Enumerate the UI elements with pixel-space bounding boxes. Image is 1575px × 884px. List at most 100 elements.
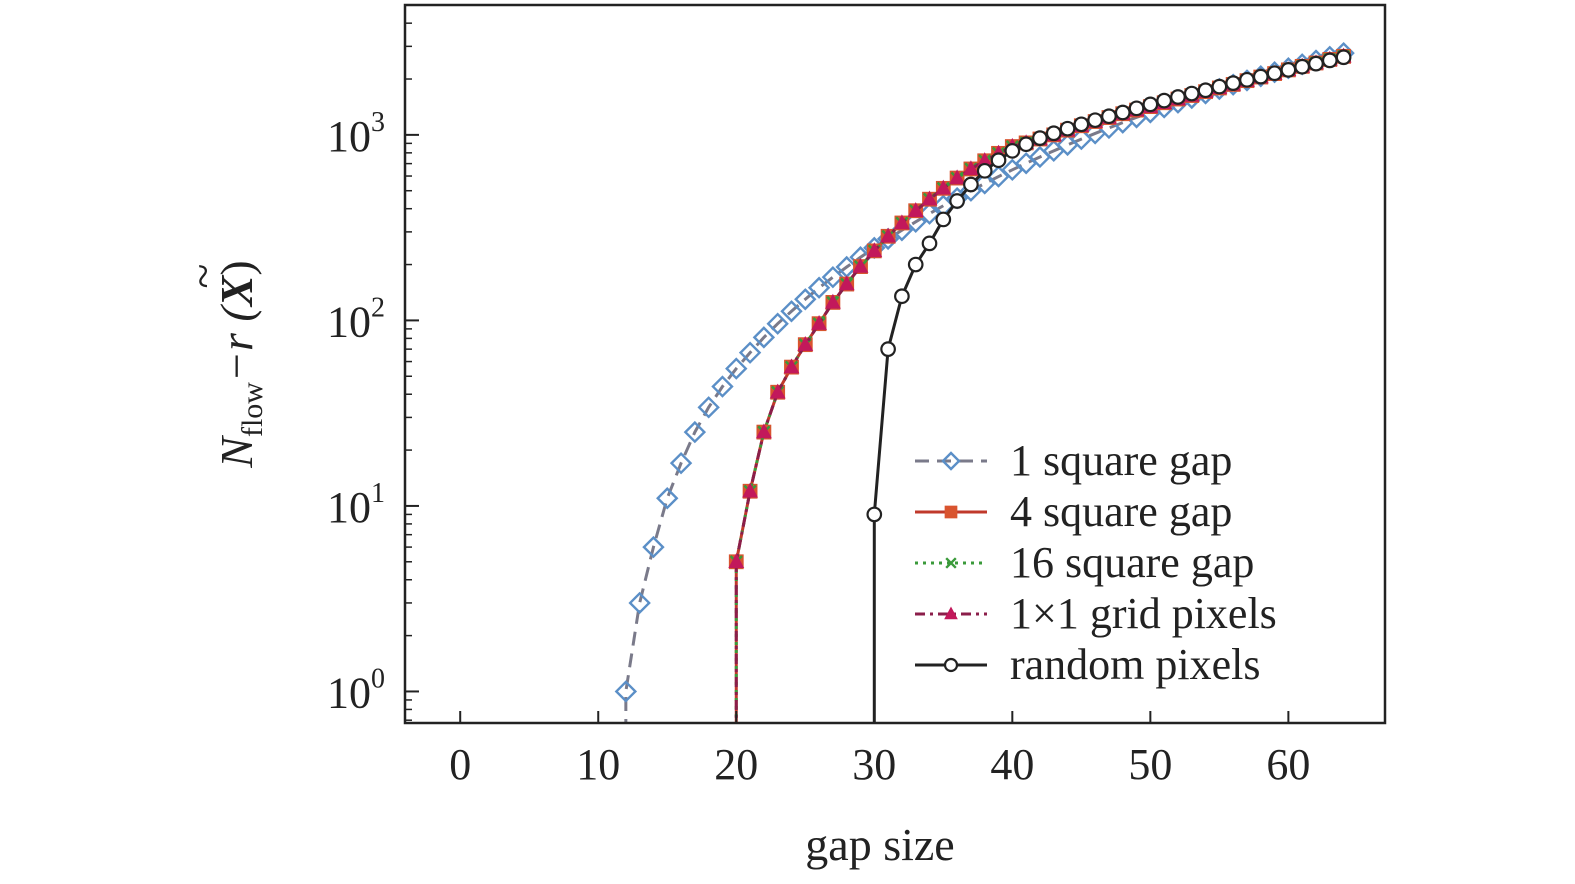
data-point-0-3 xyxy=(656,487,679,510)
y-axis-label: Nflow−r (X) ~ xyxy=(177,260,269,468)
y-tick-label-0: 100 xyxy=(327,663,385,717)
data-point-0-12 xyxy=(780,300,803,323)
data-point-3-17 xyxy=(962,160,979,176)
legend-label-1: 4 square gap xyxy=(1010,487,1232,536)
data-point-3-4 xyxy=(783,358,800,374)
data-point-3-7 xyxy=(824,293,841,309)
legend-label-0: 1 square gap xyxy=(1010,436,1232,485)
data-point-4-33 xyxy=(1321,52,1338,69)
data-point-3-11 xyxy=(880,227,897,243)
y-label-sub: flow xyxy=(236,382,269,437)
data-point-4-26 xyxy=(1225,75,1242,92)
data-point-3-9 xyxy=(852,257,869,273)
data-point-4-9 xyxy=(990,152,1007,169)
data-point-3-0 xyxy=(728,553,745,568)
legend-label-4: random pixels xyxy=(1010,640,1261,689)
series-4 xyxy=(866,49,1352,723)
data-point-0-8 xyxy=(725,357,748,380)
data-point-4-32 xyxy=(1308,55,1324,72)
data-point-4-4 xyxy=(921,235,938,252)
data-point-0-0 xyxy=(614,680,638,703)
data-point-3-8 xyxy=(838,275,855,291)
data-point-4-13 xyxy=(1045,125,1062,142)
data-point-3-15 xyxy=(935,179,952,195)
data-point-4-6 xyxy=(949,193,965,209)
data-point-4-0 xyxy=(866,506,883,523)
x-tick-label-2: 20 xyxy=(714,740,758,789)
data-point-4-28 xyxy=(1252,68,1269,85)
x-tick-label-0: 0 xyxy=(449,740,471,789)
data-point-3-13 xyxy=(907,202,924,217)
data-point-4-20 xyxy=(1142,96,1159,113)
y-label-main: N xyxy=(211,435,262,469)
data-point-4-5 xyxy=(935,211,952,228)
data-point-0-13 xyxy=(794,288,817,311)
svg-text:Nflow−r (X): Nflow−r (X) xyxy=(211,260,269,468)
data-point-4-1 xyxy=(880,341,896,357)
plot-area xyxy=(614,41,1355,723)
data-point-0-29 xyxy=(1014,152,1038,175)
data-point-4-16 xyxy=(1087,112,1103,129)
y-label-rest: −r ( xyxy=(211,304,262,382)
data-point-4-18 xyxy=(1114,104,1131,121)
data-point-0-9 xyxy=(738,341,762,364)
data-point-4-31 xyxy=(1294,58,1311,75)
data-point-0-26 xyxy=(973,172,996,195)
data-point-4-12 xyxy=(1032,130,1048,147)
y-label-tilde: ~ xyxy=(177,264,228,289)
data-point-4-17 xyxy=(1101,108,1117,125)
plot-frame xyxy=(403,3,1387,725)
data-point-4-29 xyxy=(1266,65,1283,82)
x-tick-label-5: 50 xyxy=(1128,740,1172,789)
y-label-var: X xyxy=(211,274,262,308)
x-tick-label-4: 40 xyxy=(990,740,1034,789)
y-tick-label-3: 103 xyxy=(327,107,385,161)
data-point-4-27 xyxy=(1239,71,1255,88)
legend-item-4: random pixels xyxy=(915,640,1261,689)
legend-item-0: 1 square gap xyxy=(915,436,1232,485)
x-axis-label: gap size xyxy=(805,819,954,870)
x-tick-label-1: 10 xyxy=(576,740,620,789)
data-point-0-7 xyxy=(711,375,734,398)
y-tick-label-2: 102 xyxy=(327,292,385,346)
data-point-3-12 xyxy=(893,214,910,230)
y-label-close: ) xyxy=(211,260,262,275)
data-point-0-5 xyxy=(683,420,707,444)
legend-marker-1 xyxy=(944,505,958,519)
data-point-3-10 xyxy=(866,242,883,258)
data-point-4-7 xyxy=(963,176,979,193)
x-tick-label-3: 30 xyxy=(852,740,896,789)
legend-label-2: 16 square gap xyxy=(1010,538,1254,587)
data-point-3-1 xyxy=(742,482,759,498)
data-point-3-5 xyxy=(797,336,814,351)
data-point-0-14 xyxy=(807,276,831,299)
data-point-0-22 xyxy=(918,202,941,225)
data-point-4-14 xyxy=(1059,120,1076,137)
y-tick-label-1: 101 xyxy=(327,478,385,532)
data-point-4-23 xyxy=(1183,85,1200,102)
data-point-0-2 xyxy=(642,535,665,559)
data-point-3-2 xyxy=(755,423,772,439)
data-point-0-1 xyxy=(628,591,651,615)
data-point-0-11 xyxy=(766,312,789,335)
y-axis: 100 101 102 103 xyxy=(327,4,419,721)
legend-marker-0 xyxy=(941,451,961,471)
data-point-4-2 xyxy=(894,288,910,305)
legend-label-3: 1×1 grid pixels xyxy=(1010,589,1277,638)
legend-marker-2 xyxy=(945,557,957,569)
data-point-4-8 xyxy=(976,162,993,179)
data-point-4-11 xyxy=(1018,136,1034,153)
data-point-3-3 xyxy=(769,383,786,399)
legend-item-1: 4 square gap xyxy=(915,487,1232,536)
data-point-4-3 xyxy=(907,256,924,273)
data-point-0-6 xyxy=(697,396,720,419)
data-point-0-10 xyxy=(752,326,776,349)
legend-marker-3 xyxy=(944,606,958,620)
data-point-4-25 xyxy=(1211,78,1228,95)
data-point-3-16 xyxy=(949,169,966,185)
data-point-4-24 xyxy=(1197,82,1214,99)
data-point-0-21 xyxy=(904,210,927,233)
data-point-4-10 xyxy=(1004,143,1021,159)
